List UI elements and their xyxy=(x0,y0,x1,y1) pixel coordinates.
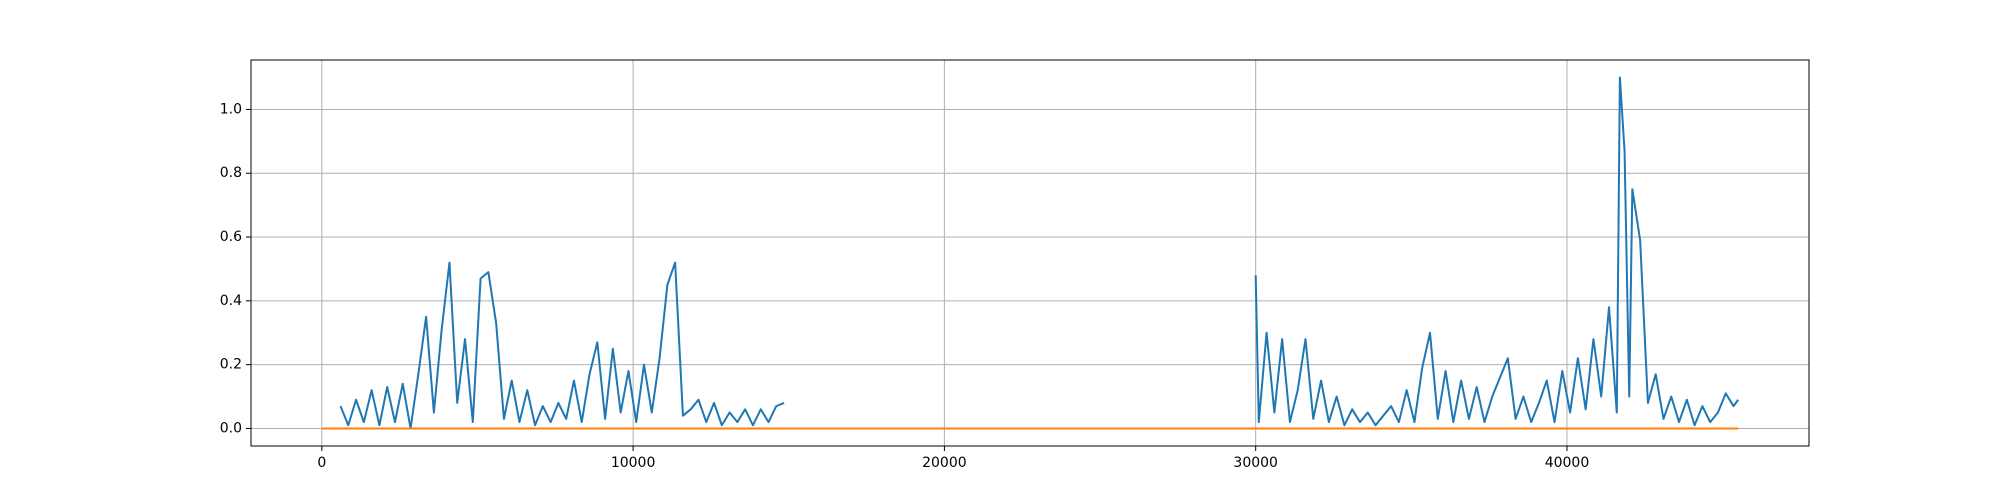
x-tick-label: 20000 xyxy=(922,455,967,471)
x-tick-label: 0 xyxy=(317,455,326,471)
y-tick-label: 0.4 xyxy=(220,293,242,309)
y-tick-label: 0.6 xyxy=(220,229,242,245)
y-tick-label: 0.8 xyxy=(220,165,242,181)
x-tick-label: 10000 xyxy=(611,455,656,471)
line-series xyxy=(339,76,1739,430)
x-tick-label: 40000 xyxy=(1545,455,1590,471)
y-tick-label: 1.0 xyxy=(220,101,242,117)
x-tick-label: 30000 xyxy=(1233,455,1278,471)
plot-frame xyxy=(250,59,1810,447)
y-tick-label: 0.0 xyxy=(220,420,242,436)
y-tick-label: 0.2 xyxy=(220,357,242,373)
